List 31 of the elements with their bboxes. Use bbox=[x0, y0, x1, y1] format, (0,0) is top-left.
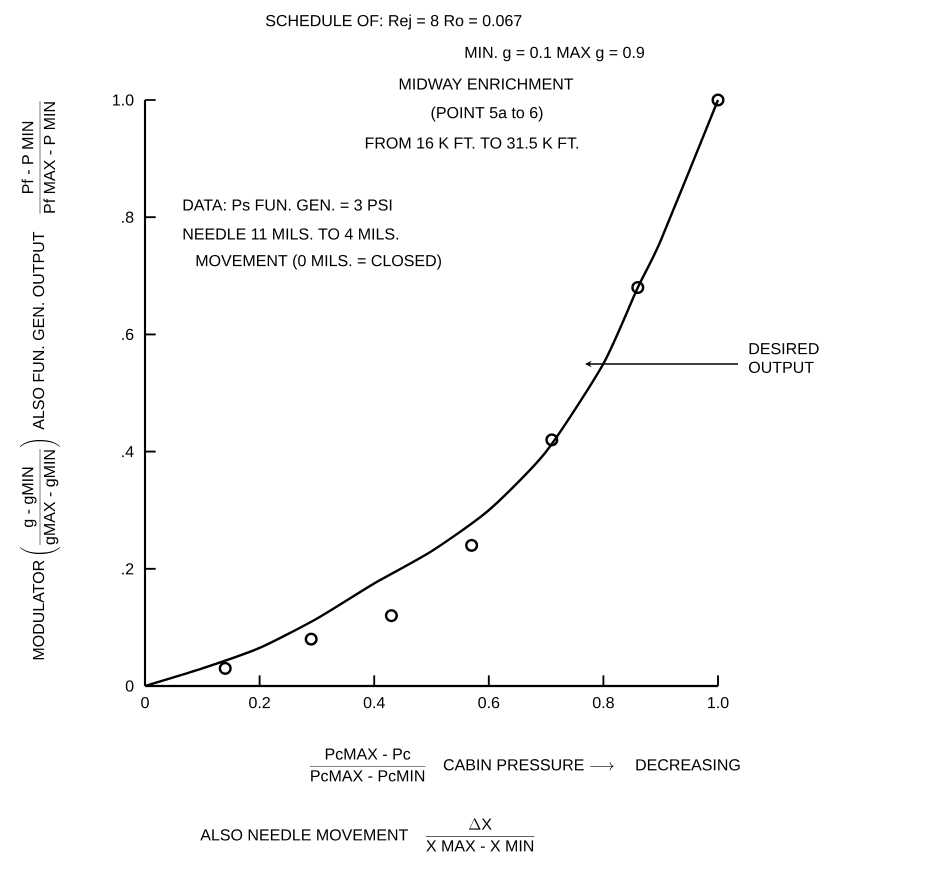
annotation: FROM 16 K FT. TO 31.5 K FT. bbox=[366, 137, 578, 149]
y-tick-label: .2 bbox=[122, 563, 134, 574]
x-tick-label: 0.2 bbox=[249, 696, 270, 708]
x-axis-title: $\frac{\mbox{PcMAX - Pc}}{\mbox{PcMAX - PcMIN}}\quad\mbox{CABIN PRESSURE}\longrightarrow\quad\mbox{DECREASING}$ bbox=[310, 748, 740, 782]
x-tick-label: 0.8 bbox=[592, 696, 614, 708]
annotation: DATA: Ps FUN. GEN. = 3 PSI bbox=[184, 199, 392, 211]
point bbox=[711, 93, 725, 107]
annotation: (POINT 5a to 6) bbox=[432, 106, 542, 122]
point bbox=[218, 662, 232, 675]
y-tick-label: .6 bbox=[122, 328, 134, 340]
x-tick-label: 0 bbox=[141, 696, 149, 708]
point bbox=[465, 538, 478, 552]
y-axis-title: $\mbox{MODULATOR}\left(\frac{\mbox{g - gMIN}}{\mbox{gMAX - gMIN}}\right)\ \mbox{ALSO FUN. GEN. OUTPUT}\quad\frac{\mbox{Pf - P MIN}}{\mbox{Pf MAX - P MIN}}$ bbox=[20, 101, 60, 660]
annotation: MOVEMENT (0 MILS. = CLOSED) bbox=[196, 254, 441, 270]
x-tick-label: 0.4 bbox=[364, 696, 385, 708]
point bbox=[384, 609, 398, 622]
annotation: NEEDLE 11 MILS. TO 4 MILS. bbox=[184, 228, 398, 240]
y-tick-label: 1.0 bbox=[113, 94, 134, 106]
text: DESIRED OUTPUT bbox=[749, 343, 819, 373]
x-tick-label: 1.0 bbox=[708, 696, 729, 708]
text: $\mbox{ALSO NEEDLE MOVEMENT}\quad\frac{\Delta\mbox{X}}{\mbox{X MAX - X MIN}}$ bbox=[200, 818, 534, 852]
y-tick-label: 0 bbox=[126, 680, 134, 692]
text: MIDWAY ENRICHMENT bbox=[400, 78, 574, 90]
text: MIN. g = 0.1 MAX g = 0.9 bbox=[466, 46, 644, 62]
text: SCHEDULE OF: Rej = 8 Ro = 0.067 bbox=[266, 14, 522, 30]
point bbox=[304, 632, 318, 646]
y-tick-label: .4 bbox=[122, 446, 134, 458]
point bbox=[545, 433, 558, 446]
x-tick-label: 0.6 bbox=[478, 696, 500, 708]
y-tick-label: .8 bbox=[122, 212, 134, 223]
point bbox=[631, 280, 644, 294]
